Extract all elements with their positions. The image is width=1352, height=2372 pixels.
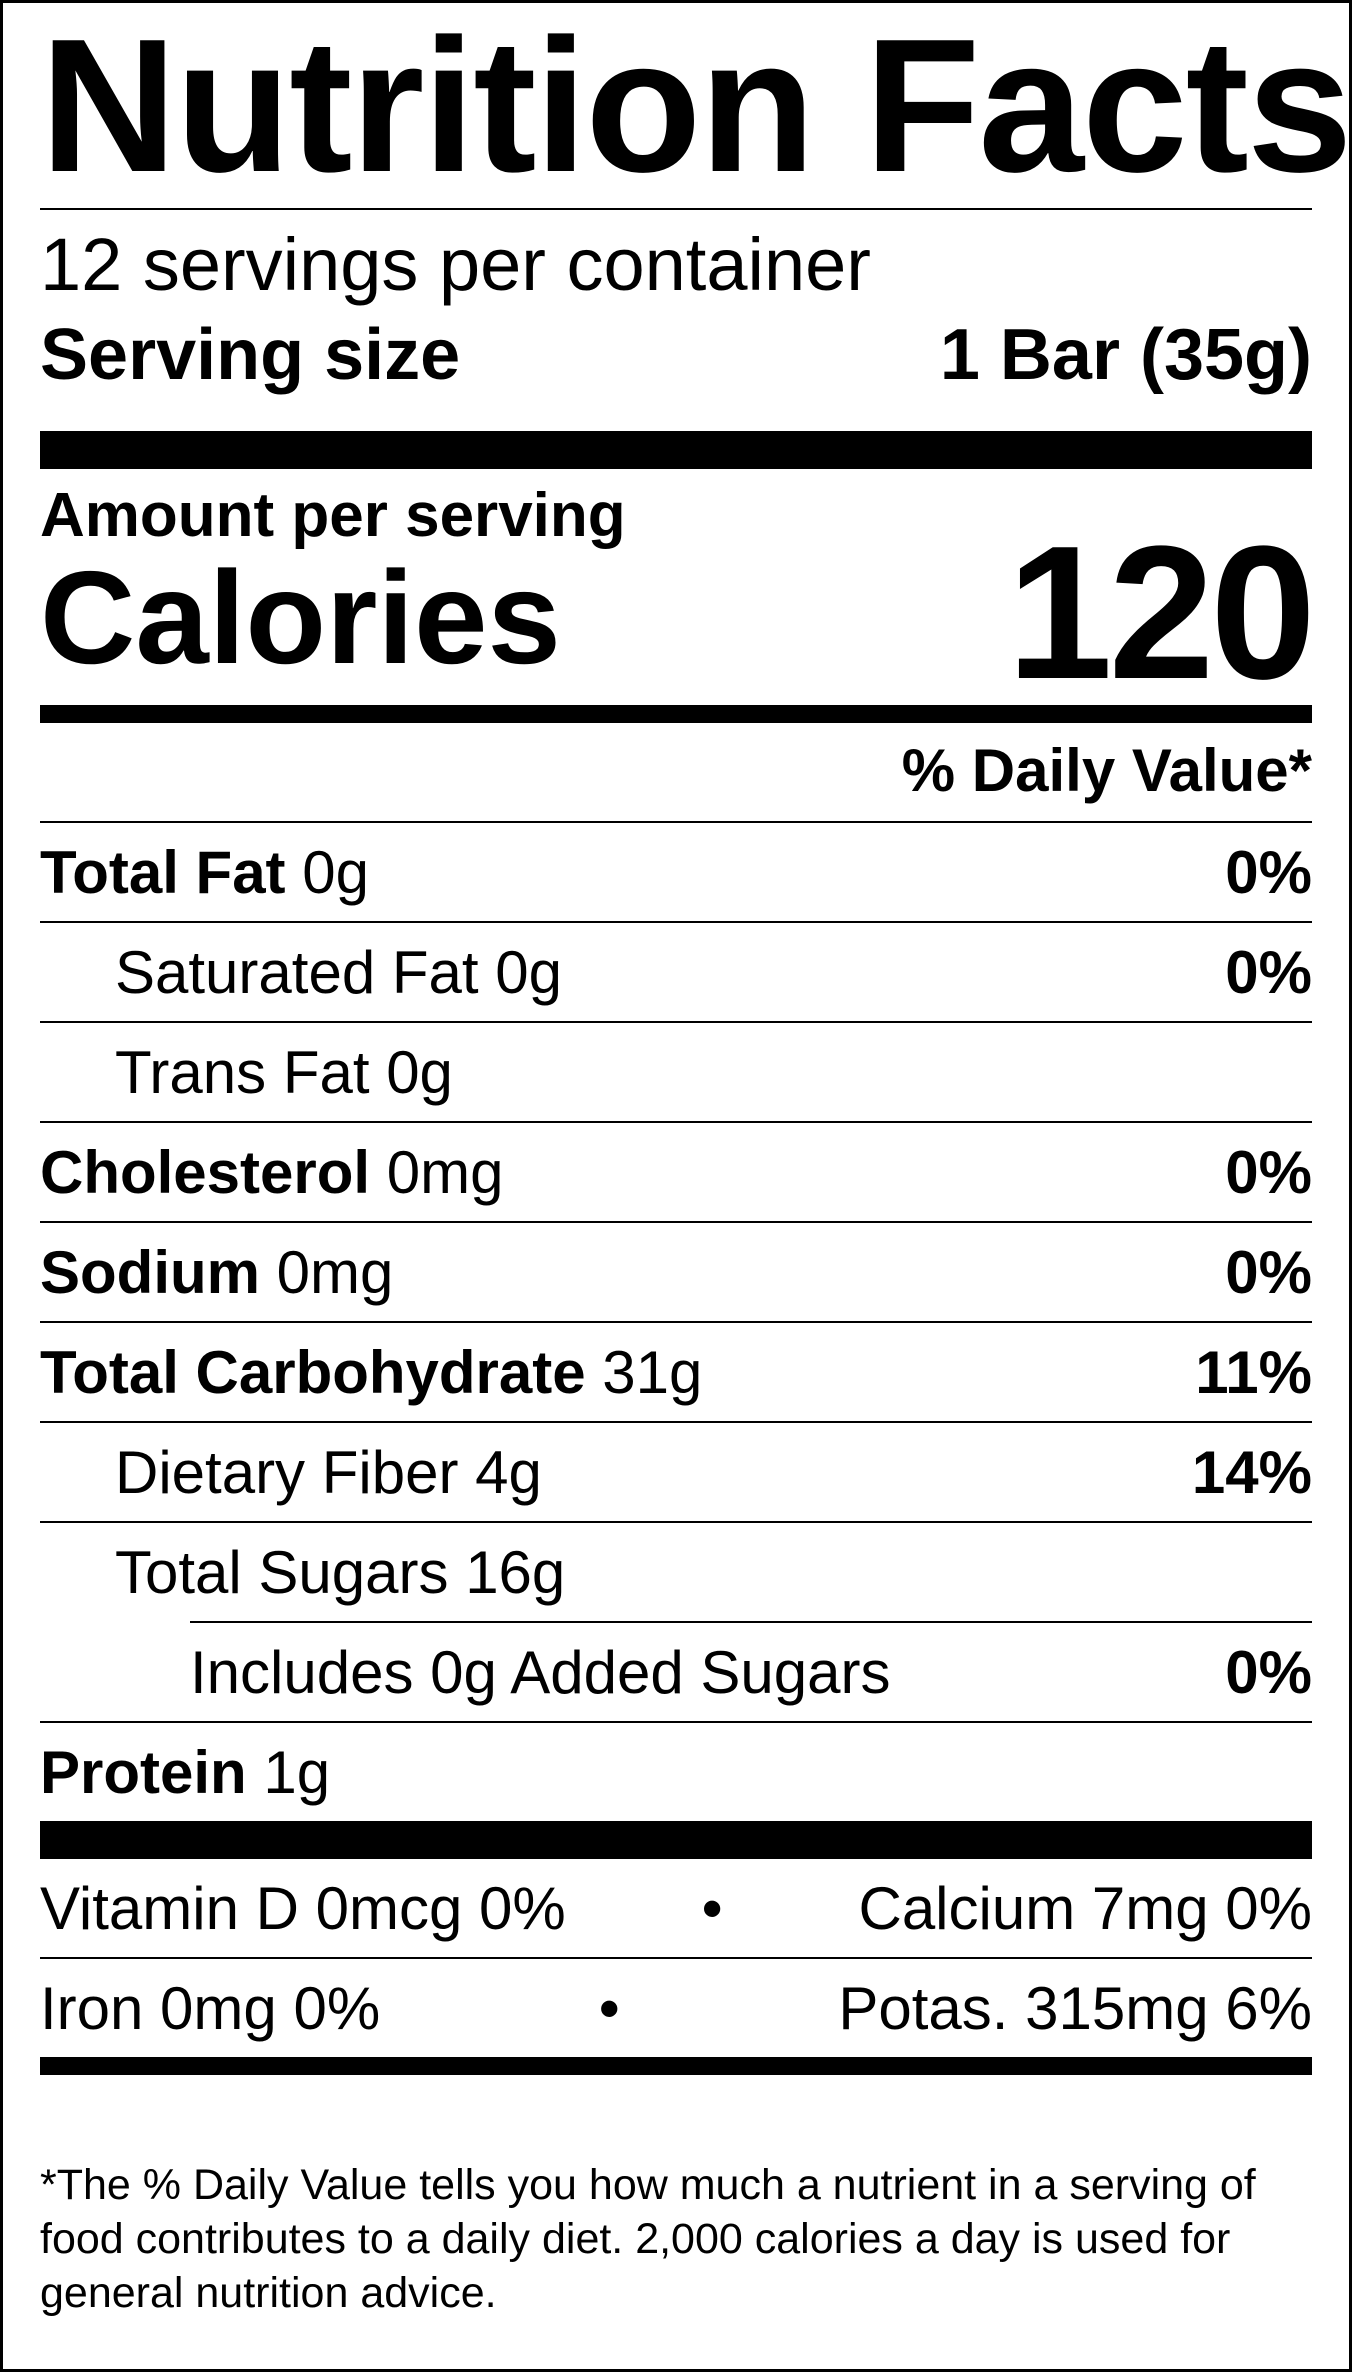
calories-value: 120 (1006, 507, 1316, 719)
bullet-separator: • (701, 1874, 723, 1942)
divider (40, 1521, 1312, 1523)
vitamin-row: Iron 0mg 0% • Potas. 315mg 6% (40, 1959, 1312, 2057)
nutrient-amount: 1g (263, 1738, 331, 1806)
label-title: Nutrition Facts (40, 0, 1352, 212)
nutrient-dv: 0% (1225, 1138, 1312, 1206)
nutrient-row-dietary-fiber: Dietary Fiber 4g 14% (40, 1423, 1312, 1521)
nutrient-dv: 14% (1191, 1438, 1312, 1506)
nutrient-name: Sodium (40, 1238, 260, 1306)
nutrient-amount: 31g (602, 1338, 703, 1406)
divider (40, 1021, 1312, 1023)
divider (40, 1121, 1312, 1123)
divider (40, 1421, 1312, 1423)
divider (40, 921, 1312, 923)
nutrient-name: Protein (40, 1738, 247, 1806)
nutrient-amount: 0mg (276, 1238, 394, 1306)
daily-value-header-text: % Daily Value* (901, 737, 1312, 804)
nutrient-row-total-fat: Total Fat 0g 0% (40, 823, 1312, 921)
nutrient-amount: 0g (386, 1038, 453, 1106)
vitamins-bottom-divider (40, 2057, 1312, 2075)
nutrient-name: Trans Fat (115, 1038, 370, 1106)
nutrient-name: Dietary Fiber (115, 1438, 459, 1506)
nutrient-amount: 0g (302, 838, 369, 906)
vitamin-right: Potas. 315mg 6% (838, 1974, 1312, 2042)
serving-size-value: 1 Bar (35g) (939, 315, 1312, 395)
nutrient-row-trans-fat: Trans Fat 0g (40, 1023, 1312, 1121)
serving-size-label: Serving size (40, 315, 461, 395)
divider (40, 1721, 1312, 1723)
label-content: Nutrition Facts 12 servings per containe… (40, 0, 1352, 2369)
nutrient-name: Total Sugars (115, 1538, 449, 1606)
nutrient-row-added-sugars: Includes 0g Added Sugars 0% (40, 1623, 1312, 1721)
divider (190, 1621, 1312, 1623)
nutrient-name: Cholesterol (40, 1138, 371, 1206)
calories-divider (40, 705, 1312, 723)
divider (40, 208, 1312, 210)
thick-divider (40, 431, 1312, 469)
calories-label: Calories (40, 544, 561, 691)
servings-per-container: 12 servings per container (40, 223, 871, 306)
bullet-separator: • (598, 1974, 620, 2042)
nutrient-name: Saturated Fat (115, 938, 479, 1006)
nutrient-row-sodium: Sodium 0mg 0% (40, 1223, 1312, 1321)
nutrient-dv: 0% (1225, 838, 1312, 906)
nutrient-row-total-carbohydrate: Total Carbohydrate 31g 11% (40, 1323, 1312, 1421)
nutrient-amount: 0g (495, 938, 562, 1006)
amount-per-serving: Amount per serving (40, 481, 626, 550)
nutrient-amount: 0mg (386, 1138, 504, 1206)
nutrient-table: Total Fat 0g 0% Saturated Fat 0g 0% Tran… (40, 821, 1312, 2075)
divider (40, 821, 1312, 823)
vitamin-right: Calcium 7mg 0% (858, 1874, 1312, 1942)
vitamin-row: Vitamin D 0mcg 0% • Calcium 7mg 0% (40, 1859, 1312, 1957)
nutrient-row-total-sugars: Total Sugars 16g (40, 1523, 1312, 1621)
nutrient-amount: 16g (465, 1538, 566, 1606)
nutrient-amount: 4g (475, 1438, 542, 1506)
nutrient-dv: 0% (1225, 1638, 1312, 1706)
nutrient-row-saturated-fat: Saturated Fat 0g 0% (40, 923, 1312, 1021)
nutrient-name: Total Carbohydrate (40, 1338, 586, 1406)
nutrient-dv: 0% (1225, 938, 1312, 1006)
serving-size-row: Serving size 1 Bar (35g) (40, 315, 1312, 395)
nutrient-dv: 11% (1195, 1338, 1312, 1406)
daily-value-header: % Daily Value* (40, 731, 1312, 811)
thick-divider (40, 1821, 1312, 1859)
footnote: *The % Daily Value tells you how much a … (40, 2161, 1256, 2317)
nutrient-name: Includes 0g Added Sugars (190, 1638, 891, 1706)
divider (40, 1321, 1312, 1323)
divider (40, 1221, 1312, 1223)
vitamin-left: Iron 0mg 0% (40, 1974, 381, 2042)
nutrient-row-cholesterol: Cholesterol 0mg 0% (40, 1123, 1312, 1221)
calories-row: Calories 120 (40, 507, 1316, 719)
divider (40, 1957, 1312, 1959)
nutrient-row-protein: Protein 1g (40, 1723, 1312, 1821)
nutrient-dv: 0% (1225, 1238, 1312, 1306)
nutrient-name: Total Fat (40, 838, 286, 906)
vitamin-left: Vitamin D 0mcg 0% (40, 1874, 566, 1942)
